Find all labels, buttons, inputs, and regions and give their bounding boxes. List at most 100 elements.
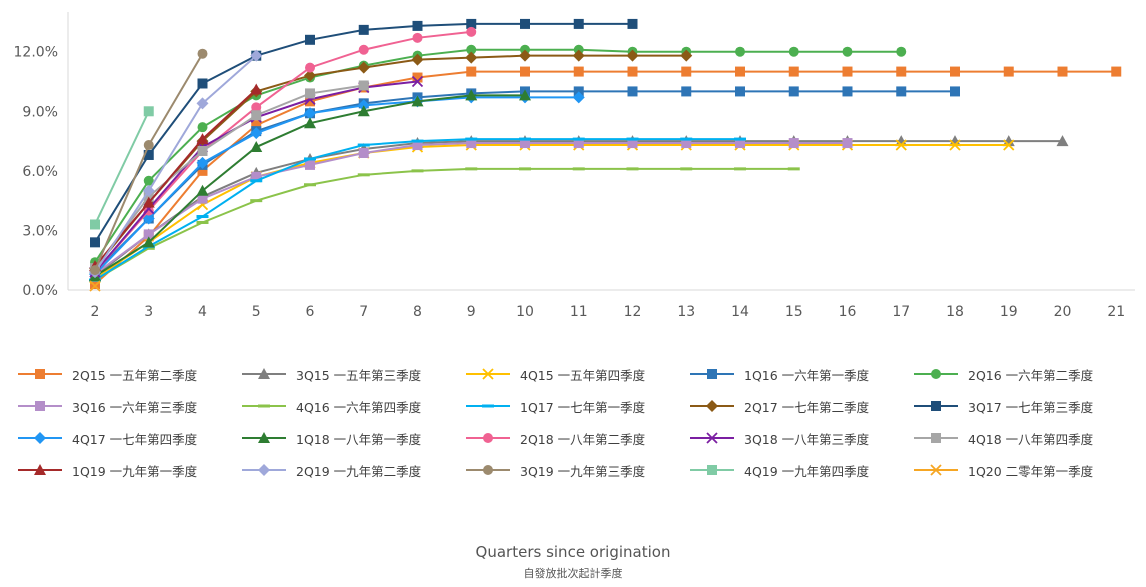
series-point [734, 167, 746, 171]
series-point [142, 246, 155, 250]
series-point [304, 69, 316, 82]
legend-label: 1Q17 一七年第一季度 [520, 399, 646, 415]
series-point [788, 138, 799, 149]
series-point [842, 66, 853, 77]
series-point [627, 18, 638, 29]
legend-swatch [914, 401, 958, 411]
series-17 [90, 48, 208, 276]
series-point [520, 66, 530, 77]
legend-item: 1Q19 一九年第一季度 [18, 461, 242, 480]
legend-label: 4Q19 一九年第四季度 [744, 463, 870, 479]
series-point [949, 139, 961, 151]
series-point [305, 88, 315, 99]
series-point [950, 66, 960, 77]
series-point [143, 106, 154, 117]
series-point [358, 24, 369, 35]
series-point [412, 20, 423, 31]
series-point [197, 122, 208, 133]
legend-swatch [690, 465, 734, 475]
legend-item: 4Q15 一五年第四季度 [466, 365, 690, 384]
series-point [466, 44, 477, 55]
series-point [197, 165, 208, 176]
series-point [251, 120, 262, 131]
series-point [411, 53, 424, 66]
series-point [358, 80, 369, 91]
legend-marker [34, 464, 46, 475]
x-tick-label: 10 [516, 304, 534, 320]
series-point [572, 91, 585, 104]
legend-swatch [466, 465, 510, 475]
x-tick-label: 9 [467, 304, 476, 320]
x-tick-label: 20 [1054, 304, 1072, 320]
x-axis-label: Quarters since origination [475, 543, 671, 561]
series-line [94, 144, 1009, 279]
legend-swatch [690, 432, 734, 444]
legend-marker [706, 400, 718, 412]
series-point [896, 46, 907, 57]
legend-label: 2Q15 一五年第二季度 [72, 367, 198, 383]
series-9 [90, 18, 638, 248]
series-point [949, 135, 961, 147]
series-line [94, 70, 1117, 285]
series-11 [89, 89, 531, 282]
legend-row: 3Q16 一六年第三季度 4Q16 一六年第四季度 1Q17 一七年第一季度 2Q17… [18, 390, 1146, 422]
legend-item: 3Q19 一九年第三季度 [466, 461, 690, 480]
legend-item: 3Q15 一五年第三季度 [242, 365, 466, 384]
series-point [626, 137, 639, 141]
series-point [627, 138, 638, 149]
x-tick-label: 21 [1107, 304, 1125, 320]
series-point [196, 133, 209, 145]
legend-label: 1Q19 一九年第一季度 [72, 463, 198, 479]
series-point [251, 102, 262, 113]
series-point [304, 117, 316, 129]
legend-item: 3Q18 一八年第三季度 [690, 429, 914, 448]
series-point [681, 66, 692, 77]
series-point [1057, 66, 1068, 77]
series-point [788, 86, 799, 97]
series-point [358, 147, 369, 158]
series-point [196, 156, 209, 169]
legend-label: 1Q16 一六年第一季度 [744, 367, 870, 383]
series-point [411, 169, 424, 173]
series-line [94, 88, 257, 267]
x-tick-label: 17 [892, 304, 910, 320]
legend-label: 2Q18 一八年第二季度 [520, 431, 646, 447]
y-tick-label: 12.0% [14, 45, 58, 61]
series-point [251, 110, 262, 121]
legend-label: 4Q16 一六年第四季度 [296, 399, 422, 415]
legend-row: 4Q17 一七年第四季度 1Q18 一八年第一季度 2Q18 一八年第二季度 3Q18… [18, 422, 1146, 454]
legend-swatch [242, 464, 286, 476]
series-point [251, 171, 262, 182]
x-axis-label-zh: 自發放批次起計季度 [523, 567, 623, 580]
series-point [250, 49, 263, 62]
legend-marker [707, 465, 717, 475]
legend-marker [931, 369, 941, 379]
series-5 [90, 138, 853, 280]
series-point [680, 137, 693, 141]
series-point [842, 138, 853, 149]
series-point [143, 149, 154, 160]
legend-marker [931, 433, 941, 443]
y-tick-label: 0.0% [22, 283, 58, 299]
series-point [842, 86, 853, 97]
legend-swatch [914, 464, 958, 476]
series-point [196, 215, 209, 219]
series-point [357, 105, 370, 117]
x-tick-label: 3 [144, 304, 153, 320]
legend-swatch [914, 369, 958, 379]
series-point [788, 46, 799, 57]
series-point [250, 127, 263, 140]
x-tick-label: 2 [91, 304, 100, 320]
legend-label: 2Q17 一七年第二季度 [744, 399, 870, 415]
legend-row: 2Q15 一五年第二季度 3Q15 一五年第三季度 4Q15 一五年第四季度 1Q16… [18, 358, 1146, 390]
series-point [466, 138, 477, 149]
legend-swatch [242, 404, 286, 408]
series-point [735, 46, 745, 57]
series-point [250, 199, 263, 203]
x-tick-label: 14 [731, 304, 749, 320]
legend-marker [35, 369, 45, 379]
y-tick-label: 6.0% [22, 164, 58, 180]
series-point [572, 49, 585, 62]
series-point [573, 66, 584, 77]
legend-label: 3Q19 一九年第三季度 [520, 463, 646, 479]
